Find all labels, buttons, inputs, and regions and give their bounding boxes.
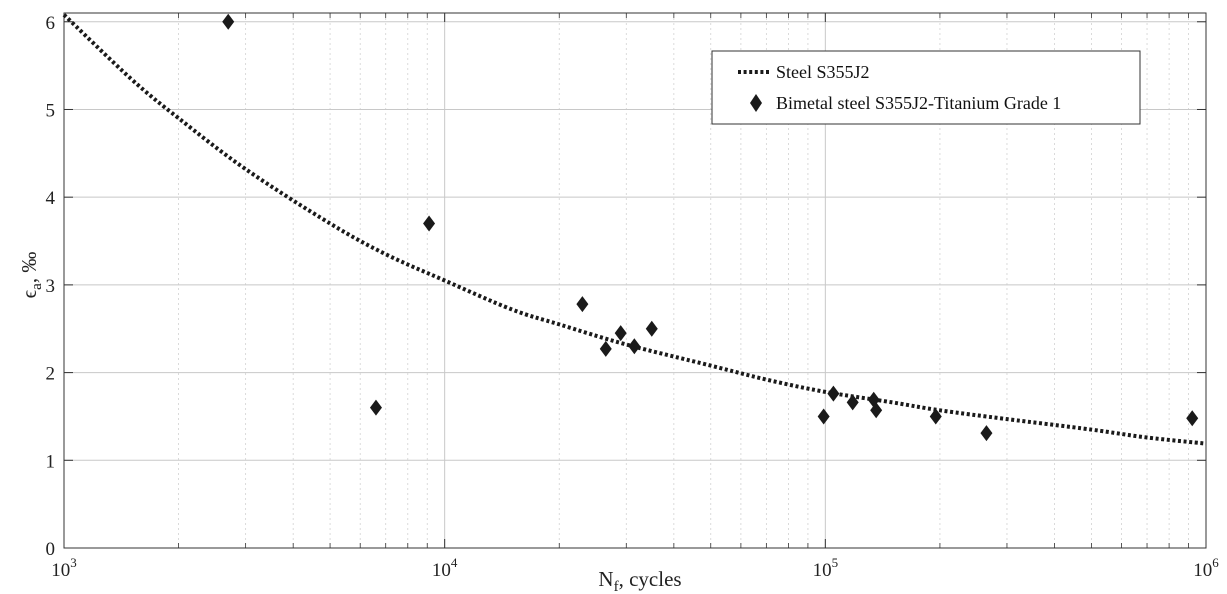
data-point xyxy=(827,385,840,402)
x-axis-title: Nf, cycles xyxy=(598,567,681,594)
data-point xyxy=(870,402,883,419)
data-point xyxy=(817,408,830,425)
data-point xyxy=(222,13,235,30)
plot-frame xyxy=(63,12,1207,549)
minor-grid xyxy=(178,13,1189,548)
x-tick-label: 105 xyxy=(813,555,839,581)
y-tick-labels: 0 1 2 3 4 5 6 xyxy=(46,13,56,560)
axis-ticks xyxy=(63,13,1207,549)
data-point xyxy=(645,320,658,337)
y-tick-label: 0 xyxy=(46,539,56,560)
data-point xyxy=(1186,410,1199,427)
y-tick-label: 1 xyxy=(46,451,56,472)
y-axis-title: ϵa, ‰ xyxy=(17,252,45,299)
legend: Steel S355J2 Bimetal steel S355J2-Titani… xyxy=(711,50,1141,125)
legend-diamond-swatch xyxy=(750,94,762,112)
y-tick-label: 5 xyxy=(46,100,56,121)
data-point xyxy=(929,408,942,425)
x-tick-label: 104 xyxy=(432,555,458,581)
data-point xyxy=(628,338,641,355)
y-tick-label: 2 xyxy=(46,364,56,385)
y-tick-label: 4 xyxy=(46,188,56,209)
data-point xyxy=(599,340,612,357)
y-tick-label: 3 xyxy=(46,276,56,297)
y-tick-label: 6 xyxy=(46,13,56,34)
series-markers-bimetal xyxy=(222,13,1199,442)
data-point xyxy=(423,215,436,232)
x-tick-labels: 103 104 105 106 xyxy=(51,555,1219,581)
legend-label-steel: Steel S355J2 xyxy=(776,62,870,82)
data-point xyxy=(846,394,859,411)
data-point xyxy=(980,425,993,442)
data-point xyxy=(369,399,382,416)
data-point xyxy=(614,325,627,342)
legend-label-bimetal: Bimetal steel S355J2-Titanium Grade 1 xyxy=(776,93,1061,113)
series-line-steel xyxy=(62,13,1207,446)
x-tick-label: 106 xyxy=(1193,555,1219,581)
legend-box xyxy=(711,50,1141,125)
data-point xyxy=(576,296,589,313)
x-tick-label: 103 xyxy=(51,555,77,581)
